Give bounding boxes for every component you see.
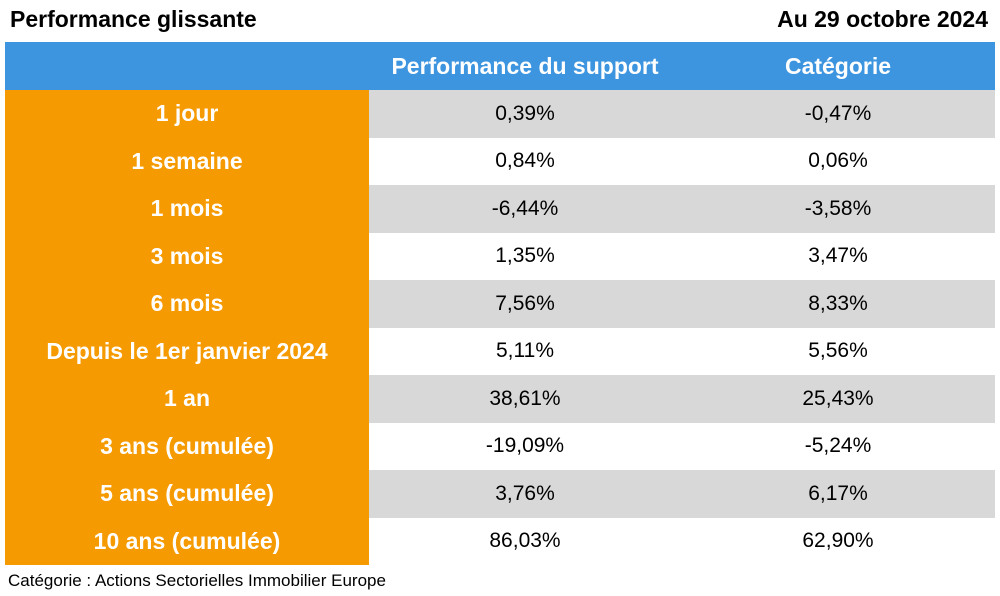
performance-table: Performance du support Catégorie 1 jour …: [5, 42, 995, 565]
column-header-period: [5, 42, 369, 90]
as-of-date: Au 29 octobre 2024: [777, 6, 988, 32]
table-row: 3 mois 1,35% 3,47%: [5, 232, 995, 280]
categorie-value: 6,17%: [681, 470, 995, 518]
column-header-support: Performance du support: [369, 42, 681, 90]
categorie-value: -3,58%: [681, 185, 995, 233]
categorie-value: -0,47%: [681, 90, 995, 138]
categorie-value: -5,24%: [681, 422, 995, 470]
categorie-value: 25,43%: [681, 375, 995, 423]
categorie-value: 8,33%: [681, 280, 995, 328]
categorie-value: 62,90%: [681, 517, 995, 565]
period-label: 1 semaine: [5, 137, 369, 185]
period-label: 3 mois: [5, 232, 369, 280]
period-label: 1 mois: [5, 185, 369, 233]
column-header-categorie: Catégorie: [681, 42, 995, 90]
table-row: 1 an 38,61% 25,43%: [5, 375, 995, 423]
table-row: 5 ans (cumulée) 3,76% 6,17%: [5, 470, 995, 518]
period-label: 5 ans (cumulée): [5, 470, 369, 518]
table-row: Depuis le 1er janvier 2024 5,11% 5,56%: [5, 327, 995, 375]
support-value: -6,44%: [369, 185, 681, 233]
support-value: 38,61%: [369, 375, 681, 423]
period-label: Depuis le 1er janvier 2024: [5, 327, 369, 375]
period-label: 1 jour: [5, 90, 369, 138]
table-row: 3 ans (cumulée) -19,09% -5,24%: [5, 422, 995, 470]
table-header-bar: Performance glissante Au 29 octobre 2024: [8, 0, 988, 40]
period-label: 3 ans (cumulée): [5, 422, 369, 470]
categorie-value: 5,56%: [681, 327, 995, 375]
table-title: Performance glissante: [10, 6, 257, 32]
support-value: 5,11%: [369, 327, 681, 375]
table-header-row: Performance du support Catégorie: [5, 42, 995, 90]
period-label: 1 an: [5, 375, 369, 423]
categorie-value: 0,06%: [681, 137, 995, 185]
table-row: 6 mois 7,56% 8,33%: [5, 280, 995, 328]
category-footnote: Catégorie : Actions Sectorielles Immobil…: [8, 571, 386, 590]
categorie-value: 3,47%: [681, 232, 995, 280]
table-row: 1 semaine 0,84% 0,06%: [5, 137, 995, 185]
support-value: 1,35%: [369, 232, 681, 280]
support-value: 3,76%: [369, 470, 681, 518]
support-value: 7,56%: [369, 280, 681, 328]
support-value: 86,03%: [369, 517, 681, 565]
period-label: 6 mois: [5, 280, 369, 328]
table-row: 1 jour 0,39% -0,47%: [5, 90, 995, 138]
table-row: 10 ans (cumulée) 86,03% 62,90%: [5, 517, 995, 565]
table-row: 1 mois -6,44% -3,58%: [5, 185, 995, 233]
support-value: -19,09%: [369, 422, 681, 470]
support-value: 0,84%: [369, 137, 681, 185]
support-value: 0,39%: [369, 90, 681, 138]
period-label: 10 ans (cumulée): [5, 517, 369, 565]
